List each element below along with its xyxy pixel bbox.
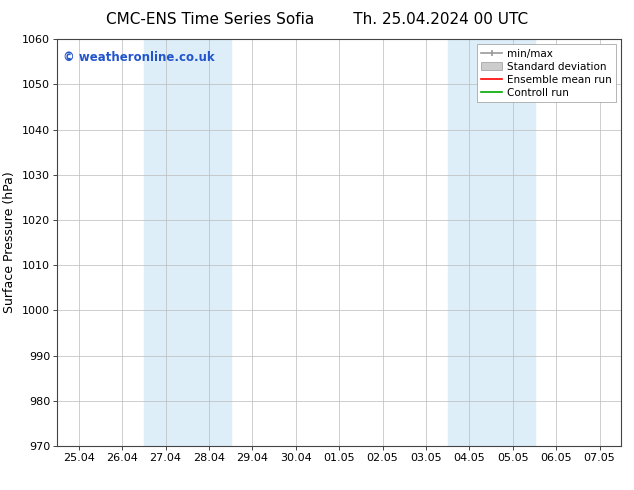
Y-axis label: Surface Pressure (hPa): Surface Pressure (hPa) xyxy=(3,172,16,314)
Bar xyxy=(448,39,534,446)
Text: © weatheronline.co.uk: © weatheronline.co.uk xyxy=(63,51,214,64)
Legend: min/max, Standard deviation, Ensemble mean run, Controll run: min/max, Standard deviation, Ensemble me… xyxy=(477,45,616,102)
Bar xyxy=(144,39,231,446)
Text: CMC-ENS Time Series Sofia        Th. 25.04.2024 00 UTC: CMC-ENS Time Series Sofia Th. 25.04.2024… xyxy=(106,12,528,27)
